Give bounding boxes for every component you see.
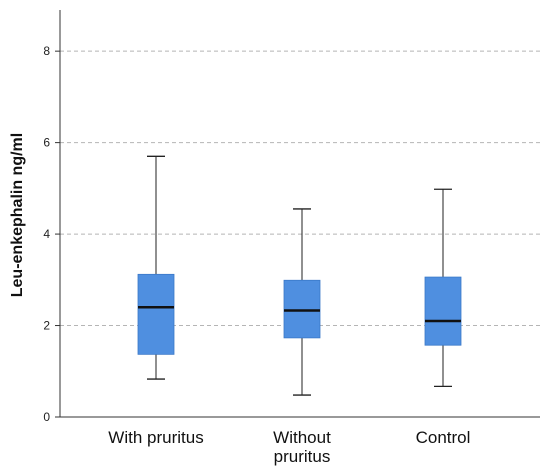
iqr-box xyxy=(424,276,462,346)
y-tick-label: 0 xyxy=(43,410,50,424)
category-label: pruritus xyxy=(274,447,331,466)
boxes xyxy=(137,155,462,396)
iqr-box xyxy=(137,273,175,355)
box-2 xyxy=(283,208,321,396)
box-1 xyxy=(137,155,175,380)
y-tick-label: 4 xyxy=(43,227,50,241)
y-tick-label: 2 xyxy=(43,319,50,333)
y-tick-label: 6 xyxy=(43,136,50,150)
category-label: With pruritus xyxy=(108,428,203,447)
iqr-box xyxy=(283,279,321,339)
y-ticks: 0 2 4 6 8 xyxy=(43,44,60,424)
y-tick-label: 8 xyxy=(43,44,50,58)
box-3 xyxy=(424,188,462,388)
category-label: Control xyxy=(416,428,471,447)
category-label: Without xyxy=(273,428,331,447)
y-axis-title: Leu-enkephalin ng/ml xyxy=(9,133,26,297)
axes xyxy=(59,10,540,418)
